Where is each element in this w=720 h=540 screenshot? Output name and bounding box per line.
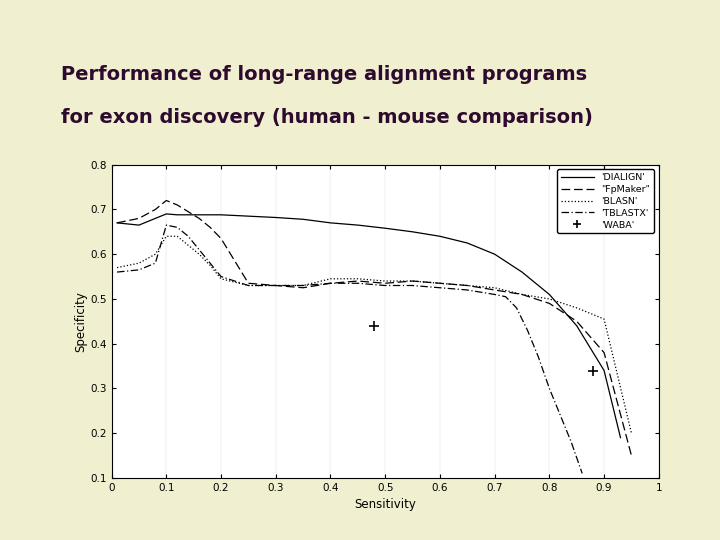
- X-axis label: Sensitivity: Sensitivity: [354, 498, 416, 511]
- Legend: 'DIALIGN', "FpMaker", 'BLASN', 'TBLASTX', 'WABA': 'DIALIGN', "FpMaker", 'BLASN', 'TBLASTX'…: [557, 170, 654, 233]
- Text: for exon discovery (human - mouse comparison): for exon discovery (human - mouse compar…: [61, 108, 593, 127]
- Text: Performance of long-range alignment programs: Performance of long-range alignment prog…: [61, 65, 588, 84]
- Y-axis label: Specificity: Specificity: [74, 291, 87, 352]
